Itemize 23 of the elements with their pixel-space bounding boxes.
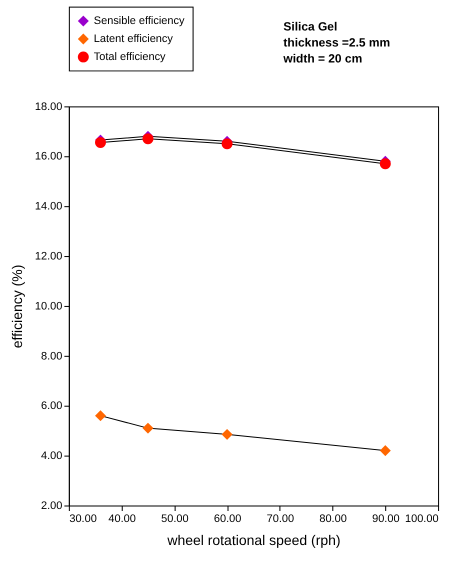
x-tick-label: 80.00 bbox=[319, 512, 347, 525]
y-axis-title: efficiency (%) bbox=[8, 264, 25, 348]
legend-label: Total efficiency bbox=[94, 50, 166, 63]
x-tick-label: 50.00 bbox=[161, 512, 189, 525]
legend-label: Sensible efficiency bbox=[94, 15, 185, 28]
x-axis-title: wheel rotational speed (rph) bbox=[166, 532, 341, 548]
legend-label: Latent efficiency bbox=[94, 33, 174, 45]
x-tick-label: 40.00 bbox=[108, 512, 136, 525]
x-tick-label: 90.00 bbox=[372, 512, 400, 525]
y-tick-label: 8.00 bbox=[41, 350, 62, 362]
y-tick-label: 14.00 bbox=[34, 200, 62, 213]
x-tick-label: 70.00 bbox=[266, 512, 294, 525]
y-tick-label: 6.00 bbox=[41, 400, 62, 412]
x-tick-label: 100.00 bbox=[405, 512, 439, 525]
y-tick-label: 18.00 bbox=[34, 100, 62, 113]
y-tick-label: 10.00 bbox=[34, 300, 62, 312]
x-tick-label: 60.00 bbox=[214, 512, 242, 525]
y-tick-label: 12.00 bbox=[34, 250, 62, 263]
y-tick-label: 16.00 bbox=[34, 150, 62, 163]
y-tick-label: 2.00 bbox=[41, 500, 62, 512]
y-tick-label: 4.00 bbox=[41, 450, 62, 462]
text: Silica Gel thickness =2.5 mm width = 20 cm bbox=[282, 20, 390, 66]
x-tick-label: 30.00 bbox=[69, 512, 97, 525]
